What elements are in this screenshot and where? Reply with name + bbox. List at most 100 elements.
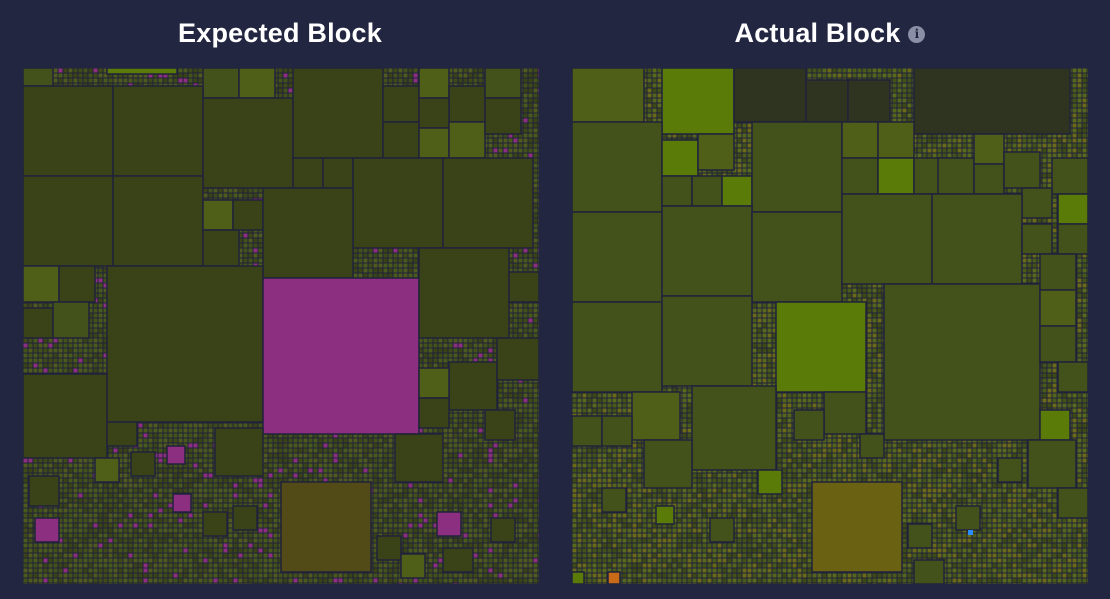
tiny-tx[interactable] <box>242 192 249 199</box>
tiny-tx[interactable] <box>232 192 239 199</box>
tiny-tx[interactable] <box>527 82 534 89</box>
tiny-tx[interactable] <box>252 247 259 254</box>
tiny-tx[interactable] <box>517 147 524 154</box>
tiny-tx[interactable] <box>247 247 254 254</box>
tiny-tx[interactable] <box>512 147 519 154</box>
tiny-tx[interactable] <box>467 68 474 74</box>
tiny-tx[interactable] <box>527 117 534 124</box>
tiny-tx[interactable] <box>537 72 539 79</box>
tiny-tx[interactable] <box>537 77 539 84</box>
tiny-tx[interactable] <box>397 257 404 264</box>
tiny-tx[interactable] <box>72 77 79 84</box>
tiny-tx[interactable] <box>402 262 409 269</box>
tiny-tx[interactable] <box>402 72 409 79</box>
tiny-tx[interactable] <box>507 142 514 149</box>
tiny-tx[interactable] <box>97 72 104 79</box>
tiny-tx[interactable] <box>537 157 539 164</box>
tiny-tx[interactable] <box>97 277 104 284</box>
tiny-tx[interactable] <box>392 68 399 74</box>
tiny-tx[interactable] <box>97 292 104 299</box>
tiny-tx[interactable] <box>187 72 194 79</box>
tiny-tx[interactable] <box>522 107 529 114</box>
tiny-tx[interactable] <box>502 137 509 144</box>
tiny-tx[interactable] <box>127 77 134 84</box>
tiny-tx[interactable] <box>77 72 84 79</box>
tiny-tx[interactable] <box>227 192 234 199</box>
tiny-tx[interactable] <box>282 68 289 74</box>
tiny-tx[interactable] <box>367 257 374 264</box>
tiny-tx[interactable] <box>537 242 539 249</box>
tiny-tx[interactable] <box>507 147 514 154</box>
tiny-tx[interactable] <box>512 142 519 149</box>
tiny-tx[interactable] <box>532 102 539 109</box>
tiny-tx[interactable] <box>532 117 539 124</box>
tiny-tx[interactable] <box>492 147 499 154</box>
tiny-tx[interactable] <box>377 257 384 264</box>
tiny-tx[interactable] <box>457 77 464 84</box>
tiny-tx[interactable] <box>532 82 539 89</box>
tiny-tx[interactable] <box>247 257 254 264</box>
tiny-tx[interactable] <box>532 137 539 144</box>
tiny-tx[interactable] <box>472 72 479 79</box>
tiny-tx[interactable] <box>362 262 369 269</box>
tiny-tx[interactable] <box>192 77 199 84</box>
tiny-tx[interactable] <box>67 77 74 84</box>
tiny-tx[interactable] <box>462 72 469 79</box>
tiny-tx[interactable] <box>537 302 539 309</box>
tiny-tx[interactable] <box>192 68 199 74</box>
tiny-tx[interactable] <box>357 267 364 274</box>
tiny-tx[interactable] <box>77 77 84 84</box>
tiny-tx[interactable] <box>537 92 539 99</box>
tiny-tx[interactable] <box>167 77 174 84</box>
tiny-tx[interactable] <box>537 122 539 129</box>
tiny-tx[interactable] <box>522 302 529 309</box>
tiny-tx[interactable] <box>57 68 64 74</box>
tiny-tx[interactable] <box>97 77 104 84</box>
tiny-tx[interactable] <box>537 267 539 274</box>
tiny-tx[interactable] <box>532 252 539 259</box>
tiny-tx[interactable] <box>522 122 529 129</box>
tiny-tx[interactable] <box>487 147 494 154</box>
tiny-tx[interactable] <box>522 77 529 84</box>
tiny-tx[interactable] <box>522 97 529 104</box>
tiny-tx[interactable] <box>522 92 529 99</box>
tiny-tx[interactable] <box>387 267 394 274</box>
tiny-tx[interactable] <box>517 142 524 149</box>
tiny-tx[interactable] <box>537 247 539 254</box>
tiny-tx[interactable] <box>92 77 99 84</box>
tiny-tx[interactable] <box>527 92 534 99</box>
tiny-tx[interactable] <box>537 132 539 139</box>
tiny-tx[interactable] <box>382 267 389 274</box>
tiny-tx[interactable] <box>402 257 409 264</box>
tiny-tx[interactable] <box>172 77 179 84</box>
tiny-tx[interactable] <box>247 237 254 244</box>
tiny-tx[interactable] <box>82 68 89 74</box>
tiny-tx[interactable] <box>487 137 494 144</box>
tiny-tx[interactable] <box>537 152 539 159</box>
tiny-tx[interactable] <box>522 252 529 259</box>
tiny-tx[interactable] <box>532 97 539 104</box>
tiny-tx[interactable] <box>387 68 394 74</box>
tiny-tx[interactable] <box>522 127 529 134</box>
tiny-tx[interactable] <box>532 87 539 94</box>
tiny-tx[interactable] <box>282 82 289 89</box>
tiny-tx[interactable] <box>252 237 259 244</box>
tiny-tx[interactable] <box>102 77 109 84</box>
tiny-tx[interactable] <box>527 102 534 109</box>
tiny-tx[interactable] <box>522 72 529 79</box>
tiny-tx[interactable] <box>527 252 534 259</box>
tiny-tx[interactable] <box>527 97 534 104</box>
tiny-tx[interactable] <box>92 68 99 74</box>
tiny-tx[interactable] <box>397 77 404 84</box>
tiny-tx[interactable] <box>372 267 379 274</box>
tiny-tx[interactable] <box>527 302 534 309</box>
tiny-tx[interactable] <box>532 257 539 264</box>
tiny-tx[interactable] <box>527 112 534 119</box>
tiny-tx[interactable] <box>277 72 284 79</box>
tiny-tx[interactable] <box>382 257 389 264</box>
tiny-tx[interactable] <box>237 192 244 199</box>
tiny-tx[interactable] <box>277 82 284 89</box>
tiny-tx[interactable] <box>282 72 289 79</box>
tiny-tx[interactable] <box>487 142 494 149</box>
tiny-tx[interactable] <box>517 252 524 259</box>
